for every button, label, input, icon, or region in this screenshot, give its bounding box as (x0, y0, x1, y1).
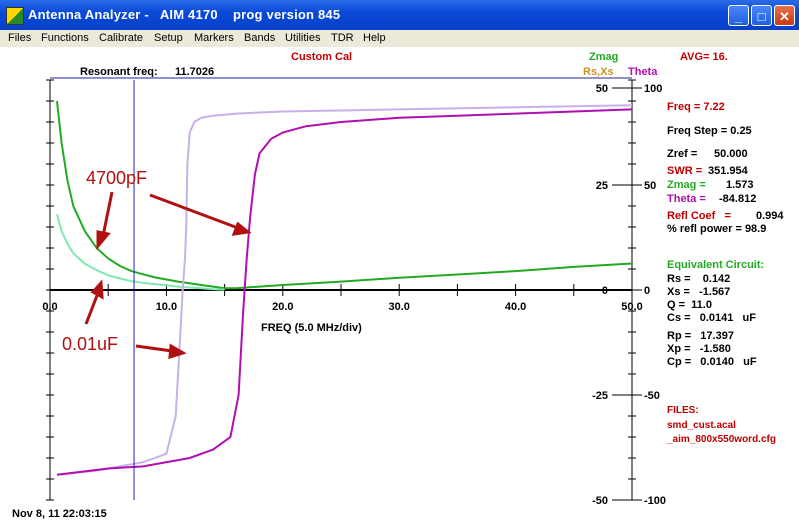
file-cfg[interactable]: _aim_800x550word.cfg (667, 434, 776, 445)
refl-power: % refl power = 98.9 (667, 223, 767, 235)
title-bar: Antenna Analyzer - AIM 4170 prog version… (0, 0, 799, 30)
menu-markers[interactable]: Markers (194, 32, 234, 44)
window-title: Antenna Analyzer - AIM 4170 prog version… (28, 7, 341, 22)
right-axis-label: -100 (644, 495, 666, 507)
rs-readout: Rs = 0.142 (667, 273, 731, 285)
menu-bands[interactable]: Bands (244, 32, 276, 44)
x-tick-label: 30.0 (388, 301, 409, 313)
arrow-4700pf-zmag-head (96, 230, 111, 251)
arrow-001uf-theta-head (168, 343, 187, 360)
right-axis-label: -50 (644, 390, 660, 402)
arrow-4700pf-theta (149, 193, 239, 230)
arrow-001uf-rsxs-head (90, 279, 104, 300)
equiv-circuit-title: Equivalent Circuit: (667, 259, 765, 271)
left-axis-label: 0 (602, 285, 608, 297)
curves (56, 100, 633, 476)
menu-tdr[interactable]: TDR (331, 32, 354, 44)
timestamp: Nov 8, 11 22:03:15 (12, 508, 107, 520)
menu-files[interactable]: Files (8, 32, 32, 44)
x-tick-label: 50.0 (621, 301, 642, 313)
menu-help[interactable]: Help (363, 32, 386, 44)
cal-label: Custom Cal (291, 51, 352, 63)
zref-value: 50.000 (714, 148, 748, 160)
refl-coef-value: 0.994 (756, 210, 784, 222)
x-tick-label: 0.0 (42, 301, 57, 313)
cs-readout: Cs = 0.0141 uF (667, 312, 756, 324)
left-axis-label: -25 (592, 390, 608, 402)
cp-readout: Cp = 0.0140 uF (667, 356, 757, 368)
minimize-button[interactable]: _ (728, 5, 749, 26)
arrow-4700pf-theta-head (231, 221, 252, 236)
right-axis-label: 50 (644, 180, 656, 192)
rsxs-curve (56, 214, 225, 291)
maximize-button[interactable]: □ (751, 5, 772, 26)
avg-text: AVG= 16. (680, 51, 728, 63)
theta-light-curve (56, 104, 633, 476)
annotation-001uf: 0.01uF (62, 334, 118, 354)
menu-setup[interactable]: Setup (154, 32, 183, 44)
right-axis-label: 0 (644, 285, 650, 297)
x-tick-label: 20.0 (272, 301, 293, 313)
xs-readout: Xs = -1.567 (667, 286, 731, 298)
right-axis-label: 100 (644, 83, 662, 95)
arrow-001uf-theta (135, 344, 173, 353)
left-axis-label: 50 (596, 83, 608, 95)
chart-canvas[interactable]: Custom Cal Resonant freq: 11.7026 Zmag R… (0, 47, 799, 527)
annotation-4700pf: 4700pF (86, 168, 147, 188)
arrow-4700pf-zmag (101, 191, 114, 237)
rp-readout: Rp = 17.397 (667, 330, 734, 342)
x-axis-label: FREQ (5.0 MHz/div) (261, 322, 362, 334)
menu-bar: Files Functions Calibrate Setup Markers … (0, 30, 799, 47)
arrow-001uf-rsxs (84, 292, 100, 325)
q-readout: Q = 11.0 (667, 299, 712, 311)
app-icon (6, 7, 24, 25)
annotation-arrows (84, 191, 252, 360)
x-tick-label: 10.0 (156, 301, 177, 313)
zref-label: Zref = (667, 148, 698, 160)
swr-value: 351.954 (708, 165, 748, 177)
files-title: FILES: (667, 405, 699, 416)
left-axis-label: -50 (592, 495, 608, 507)
theta-legend: Theta (628, 66, 658, 78)
refl-coef-label: Refl Coef = (667, 210, 731, 222)
menu-functions[interactable]: Functions (41, 32, 89, 44)
zmag-legend: Zmag (589, 51, 618, 63)
zmag-value: 1.573 (726, 179, 754, 191)
zmag-label: Zmag = (667, 179, 706, 191)
xp-readout: Xp = -1.580 (667, 343, 731, 355)
theta-curve (56, 108, 633, 476)
resonant-label: Resonant freq: (80, 66, 158, 78)
menu-calibrate[interactable]: Calibrate (99, 32, 144, 44)
rsxs-legend: Rs,Xs (583, 66, 614, 78)
theta-value: -84.812 (719, 193, 757, 205)
axes: 0.0 10.0 20.0 30.0 40.0 50.0 50 25 0 -25 -50 100 50 0… (42, 80, 666, 507)
freq-readout: Freq = 7.22 (667, 101, 725, 113)
file-acal[interactable]: smd_cust.acal (667, 420, 736, 431)
resonant-value: 11.7026 (175, 66, 214, 78)
swr-label: SWR = (667, 165, 703, 177)
x-tick-label: 40.0 (505, 301, 526, 313)
freq-step-readout: Freq Step = 0.25 (667, 125, 752, 137)
zmag-curve (56, 100, 633, 290)
left-axis-label: 25 (596, 180, 608, 192)
theta-label: Theta = (667, 193, 706, 205)
close-button[interactable]: ✕ (774, 5, 795, 26)
menu-utilities[interactable]: Utilities (285, 32, 321, 44)
